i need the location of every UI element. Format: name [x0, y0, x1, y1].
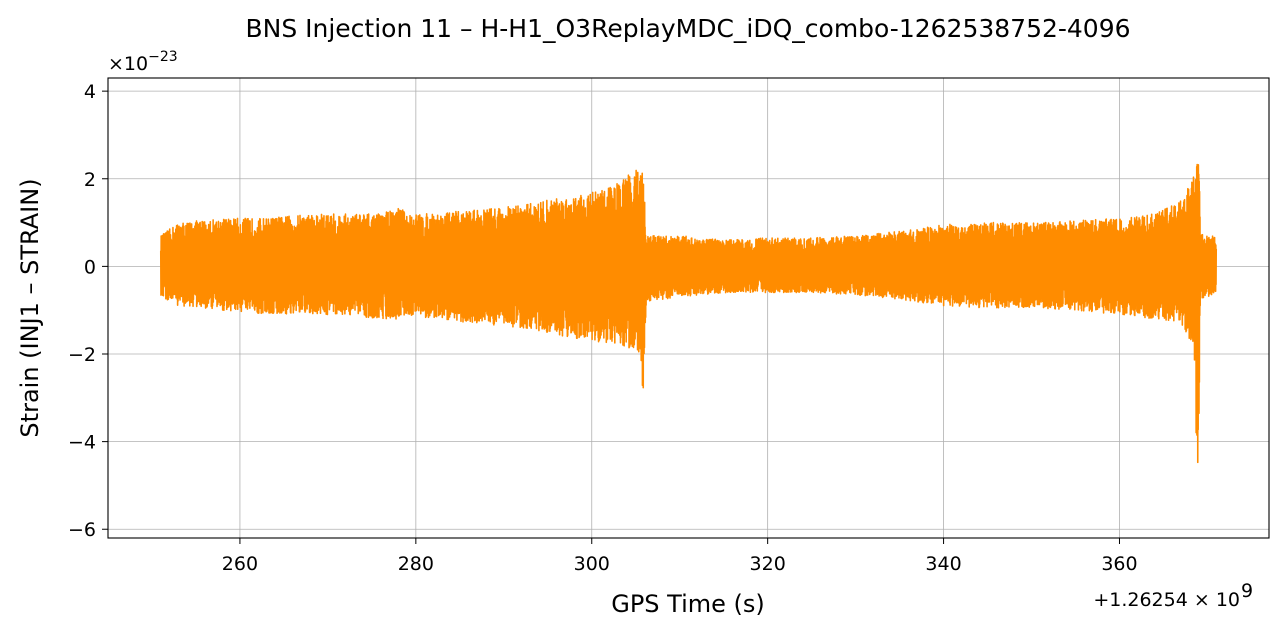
y-scale-base: ×10	[108, 53, 148, 75]
y-tick-label: −6	[68, 519, 96, 541]
svg-text:+1.26254 × 10: +1.26254 × 10	[1093, 589, 1240, 611]
y-tick-label: 2	[84, 169, 96, 191]
svg-text:×10−23: ×10−23	[108, 49, 178, 75]
x-offset-exponent: 9	[1241, 580, 1253, 602]
y-tick-label: 4	[84, 81, 96, 103]
strain-series-line	[159, 163, 1218, 464]
y-axis-label: Strain (INJ1 – STRAIN)	[16, 178, 44, 437]
x-tick-label: 260	[222, 553, 258, 575]
x-tick-label: 320	[750, 553, 786, 575]
x-axis-label: GPS Time (s)	[611, 590, 765, 618]
y-tick-label: 0	[84, 256, 96, 278]
y-tick-label: −2	[68, 344, 96, 366]
x-offset-base: +1.26254 × 10	[1093, 589, 1240, 611]
x-ticks: 260 280 300 320 340 360	[222, 538, 1138, 575]
y-scale-factor: ×10−23	[108, 49, 178, 75]
x-tick-label: 340	[925, 553, 961, 575]
series-area	[159, 163, 1218, 464]
x-tick-label: 360	[1101, 553, 1137, 575]
y-tick-label: −4	[68, 432, 96, 454]
x-tick-label: 300	[574, 553, 610, 575]
x-offset-label: +1.26254 × 10 9	[1093, 580, 1253, 611]
plot-frame	[107, 77, 1270, 539]
y-scale-exponent: −23	[148, 49, 178, 65]
chart-title: BNS Injection 11 – H-H1_O3ReplayMDC_iDQ_…	[245, 14, 1130, 43]
y-ticks: −6 −4 −2 0 2 4	[68, 81, 108, 541]
x-tick-label: 280	[398, 553, 434, 575]
